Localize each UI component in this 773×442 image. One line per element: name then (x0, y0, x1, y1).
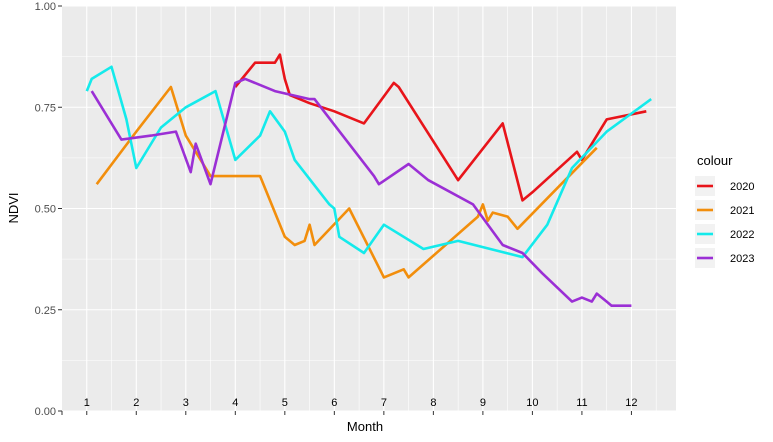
y-axis-title: NDVI (6, 192, 21, 223)
month-label: 11 (576, 397, 587, 409)
legend-label: 2022 (730, 229, 754, 241)
y-tick-label: 0.25 (35, 305, 56, 317)
month-label: 5 (282, 397, 288, 409)
month-labels: 1 2 3 4 5 6 7 8 9 10 11 12 (84, 397, 638, 409)
month-label: 6 (331, 397, 337, 409)
y-tick-label: 0.50 (35, 204, 56, 216)
legend-label: 2020 (730, 181, 754, 193)
month-label: 8 (430, 397, 436, 409)
month-label: 9 (480, 397, 486, 409)
series-line-2020 (234, 53, 647, 202)
grid-major (62, 5, 676, 412)
y-tick-label: 0.75 (35, 102, 56, 114)
month-label: 10 (526, 397, 538, 409)
legend-label: 2023 (730, 253, 754, 265)
series-layer (85, 53, 652, 307)
month-label: 4 (232, 397, 238, 409)
y-axis: 0.00 0.25 0.50 0.75 1.00 (35, 1, 62, 418)
month-label: 1 (84, 397, 90, 409)
x-axis (61, 411, 632, 415)
legend-title: colour (697, 153, 733, 168)
y-tick-label: 0.00 (35, 406, 56, 418)
month-label: 2 (133, 397, 139, 409)
month-label: 7 (381, 397, 387, 409)
series-line-2023 (90, 77, 632, 307)
legend: colour 2020 2021 2022 2023 (695, 153, 754, 268)
month-label: 3 (183, 397, 189, 409)
series-line-2022 (85, 65, 652, 259)
y-tick-label: 1.00 (35, 1, 56, 13)
x-axis-title: Month (347, 419, 383, 434)
legend-label: 2021 (730, 205, 754, 217)
month-label: 12 (625, 397, 637, 409)
